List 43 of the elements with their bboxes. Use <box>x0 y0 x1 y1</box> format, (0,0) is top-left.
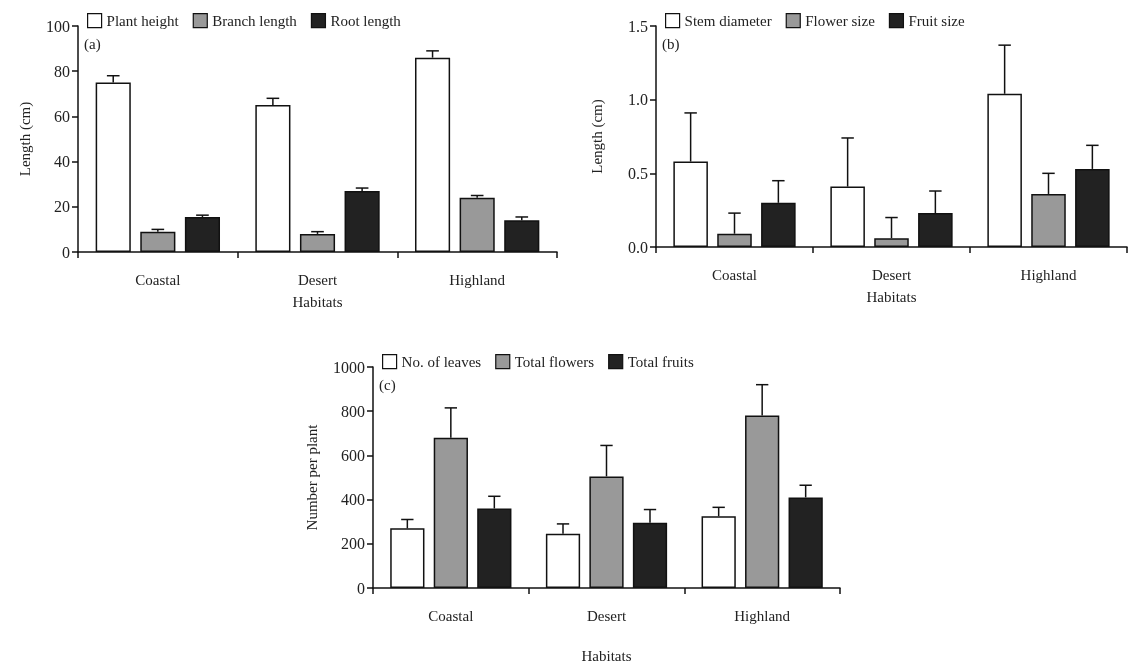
y-tick-label: 60 <box>54 107 70 125</box>
x-tick-label: Coastal <box>712 266 757 283</box>
y-tick-label: 0 <box>357 579 365 597</box>
y-tick-label: 0.5 <box>628 164 648 182</box>
x-tick-label: Desert <box>871 266 912 283</box>
legend-label: Flower size <box>805 12 876 29</box>
x-tick-label: Highland <box>1020 266 1077 283</box>
x-axis-title: Habitats <box>581 647 632 664</box>
y-tick-label: 0 <box>62 243 70 261</box>
legend-label: No. of leaves <box>401 353 482 370</box>
x-axis-title: Habitats <box>866 288 917 305</box>
y-tick-label: 40 <box>54 153 70 171</box>
x-tick-label: Highland <box>734 607 791 624</box>
y-tick-label: 0.0 <box>628 238 648 256</box>
x-tick-label: Desert <box>586 607 627 624</box>
legend-label: Stem diameter <box>684 12 772 29</box>
y-tick-label: 100 <box>46 17 70 35</box>
x-tick-label: Desert <box>297 271 338 288</box>
y-tick-label: 600 <box>341 446 365 464</box>
annotation: (a) <box>84 35 101 53</box>
y-tick-label: 1.5 <box>628 17 648 35</box>
y-tick-label: 80 <box>54 62 70 80</box>
y-tick-label: 20 <box>54 198 70 216</box>
y-tick-label: 200 <box>341 535 365 553</box>
legend-label: Total fruits <box>627 353 694 370</box>
legend-label: Total flowers <box>514 353 595 370</box>
x-axis-title: Habitats <box>292 293 343 310</box>
x-tick-label: Coastal <box>428 607 474 624</box>
legend-label: Plant height <box>106 12 180 29</box>
legend-label: Branch length <box>212 12 298 29</box>
y-axis-title: Length (cm) <box>16 101 34 177</box>
legend-label: Fruit size <box>908 12 966 29</box>
x-tick-label: Highland <box>449 271 506 288</box>
y-tick-label: 800 <box>341 402 365 420</box>
y-tick-label: 1000 <box>333 358 365 376</box>
y-axis-title: Length (cm) <box>588 99 606 174</box>
x-tick-label: Coastal <box>135 271 181 288</box>
annotation: (c) <box>379 376 396 394</box>
y-axis-title: Number per plant <box>303 423 320 531</box>
y-tick-label: 400 <box>341 491 365 509</box>
y-tick-label: 1.0 <box>628 91 648 109</box>
legend-label: Root length <box>330 12 402 29</box>
annotation: (b) <box>662 35 680 53</box>
